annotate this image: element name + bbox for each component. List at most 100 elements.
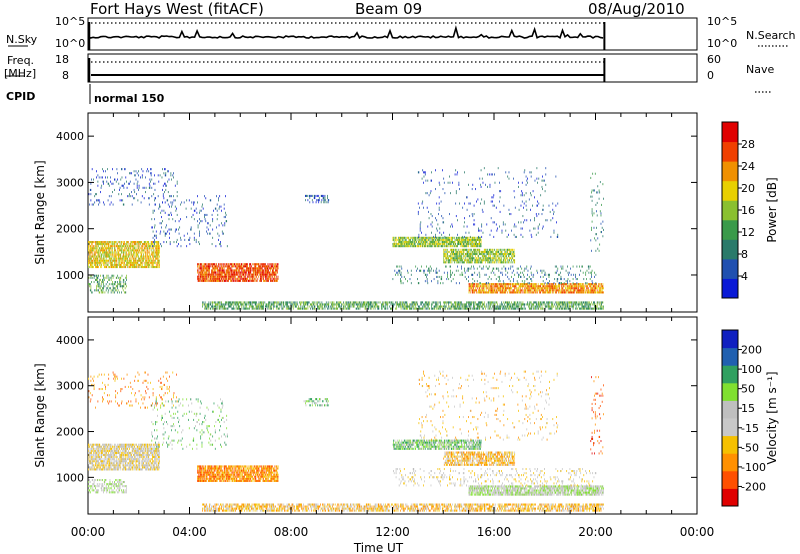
power-cell [514,261,516,264]
power-cell [264,301,266,304]
power-cell [597,301,599,304]
power-cell [141,261,143,264]
power-cell [105,241,106,244]
power-cell [523,307,525,310]
power-cell [456,250,458,253]
power-cell [381,305,383,308]
power-cell [450,248,452,251]
power-cell [164,182,165,185]
power-cell [499,303,501,306]
power-cell [471,285,472,288]
power-cell [202,265,204,268]
power-cell [462,303,464,306]
power-cell [262,301,264,304]
power-cell [415,245,417,248]
power-cell [468,289,470,292]
power-cell [497,259,499,262]
power-cell [160,230,162,233]
power-cell [121,251,123,254]
power-cell [435,236,437,239]
power-cell [472,259,474,262]
power-cell [139,245,141,248]
power-cell [169,232,170,235]
power-cell [224,307,226,310]
power-cell [156,251,158,254]
power-cell [396,245,398,248]
power-cell [126,249,128,252]
power-cell [416,301,417,304]
power-cell [158,243,160,246]
power-cell [126,251,127,254]
power-cell [215,207,217,210]
power-cell [474,243,476,246]
power-cell [391,303,393,306]
power-cell [457,243,458,246]
power-cell [430,241,432,244]
power-cell [301,307,303,310]
power-cell [428,305,429,308]
power-cell [423,245,425,248]
power-cell [506,303,508,306]
power-cell [450,257,451,260]
power-cell [238,307,240,310]
power-cell [102,287,104,290]
power-cell [484,255,486,258]
power-cell [173,176,174,179]
power-cell [216,277,217,280]
power-cell [423,307,425,310]
power-cell [125,291,127,294]
power-cell [106,287,108,290]
power-cell [240,275,242,278]
power-cell [100,186,102,189]
power-cell [464,259,465,262]
power-cell [119,245,121,248]
power-cell [90,199,92,202]
power-cell [224,273,226,276]
power-cell [457,238,459,241]
power-cell [232,271,234,274]
power-cell [190,228,192,231]
power-cell [481,250,483,253]
power-cell [267,279,269,282]
power-cell [317,305,319,308]
power-cell [249,303,251,306]
power-cell [277,269,278,272]
power-cell [89,255,91,258]
power-cell [406,241,408,244]
power-cell [474,250,476,253]
power-cell [135,261,137,264]
power-cell [108,283,110,286]
power-cell [114,259,116,262]
power-cell [245,303,247,306]
power-cell [159,174,161,177]
power-cell [121,245,123,248]
power-cell [505,253,507,256]
power-cell [209,267,210,270]
power-cell [266,269,268,272]
power-cell [405,305,406,308]
power-cell [191,201,193,204]
power-cell [473,289,475,292]
power-cell [190,226,192,229]
power-cell [90,247,92,250]
power-cell [436,243,438,246]
power-cell [233,269,235,272]
power-cell [141,241,143,244]
power-cell [148,261,150,264]
power-cell [484,250,486,253]
power-cell [575,307,576,310]
power-cell [235,265,236,268]
power-cell [475,241,476,244]
power-cell [222,275,224,278]
power-cell [115,257,117,260]
power-cell [117,247,119,250]
power-cell [449,301,450,304]
power-cell [156,247,158,250]
power-cell [589,307,590,310]
power-cell [272,275,273,278]
power-cell [198,273,200,276]
power-cell [212,263,214,266]
power-cell [225,307,227,310]
power-cell [143,247,145,250]
power-cell [113,257,115,260]
